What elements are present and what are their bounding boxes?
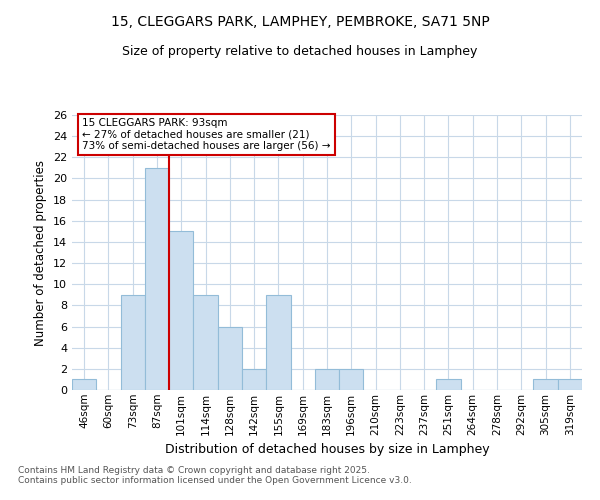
Bar [145,168,169,390]
Text: 15, CLEGGARS PARK, LAMPHEY, PEMBROKE, SA71 5NP: 15, CLEGGARS PARK, LAMPHEY, PEMBROKE, SA… [110,15,490,29]
Bar [436,380,461,390]
Bar [218,326,242,390]
Bar [121,295,145,390]
Y-axis label: Number of detached properties: Number of detached properties [34,160,47,346]
Text: Size of property relative to detached houses in Lamphey: Size of property relative to detached ho… [122,45,478,58]
Bar [242,369,266,390]
X-axis label: Distribution of detached houses by size in Lamphey: Distribution of detached houses by size … [164,443,490,456]
Text: Contains HM Land Registry data © Crown copyright and database right 2025.
Contai: Contains HM Land Registry data © Crown c… [18,466,412,485]
Bar [558,380,582,390]
Bar [533,380,558,390]
Text: 15 CLEGGARS PARK: 93sqm
← 27% of detached houses are smaller (21)
73% of semi-de: 15 CLEGGARS PARK: 93sqm ← 27% of detache… [82,118,331,151]
Bar [72,380,96,390]
Bar [193,295,218,390]
Bar [339,369,364,390]
Bar [266,295,290,390]
Bar [315,369,339,390]
Bar [169,232,193,390]
